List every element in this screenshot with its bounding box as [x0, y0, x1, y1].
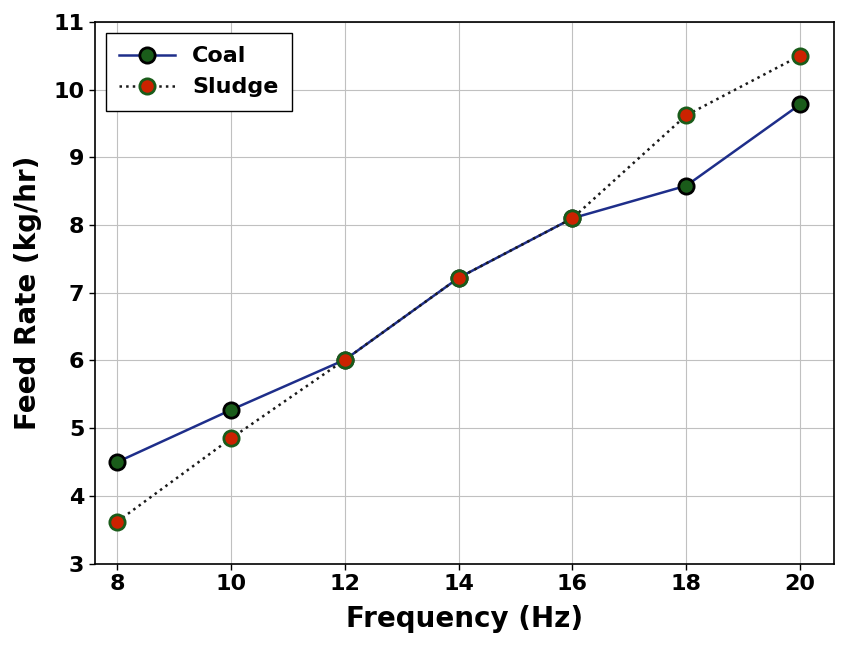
- Coal: [795, 101, 805, 109]
- Sludge: [226, 434, 236, 442]
- Sludge: [454, 274, 464, 281]
- Legend: Coal, Sludge: Coal, Sludge: [106, 33, 292, 111]
- Coal: [112, 458, 122, 466]
- Y-axis label: Feed Rate (kg/hr): Feed Rate (kg/hr): [14, 155, 42, 430]
- Coal: [226, 406, 236, 414]
- Sludge: [567, 214, 577, 222]
- Coal: [567, 214, 577, 222]
- Line: Coal: Coal: [109, 97, 807, 470]
- Sludge: [681, 111, 691, 119]
- Sludge: [112, 518, 122, 525]
- Sludge: [340, 356, 350, 364]
- Line: Sludge: Sludge: [109, 48, 807, 529]
- Coal: [454, 274, 464, 281]
- Sludge: [795, 52, 805, 60]
- Coal: [681, 182, 691, 190]
- X-axis label: Frequency (Hz): Frequency (Hz): [346, 605, 583, 633]
- Coal: [340, 356, 350, 364]
